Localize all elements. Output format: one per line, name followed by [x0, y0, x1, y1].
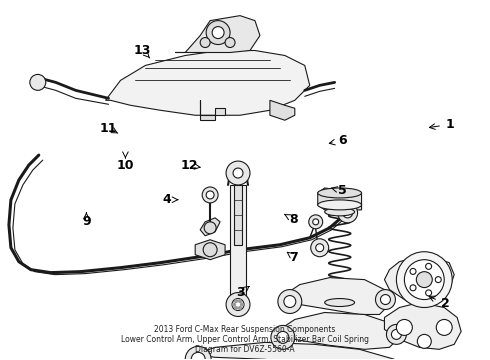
Circle shape — [392, 329, 401, 339]
Circle shape — [235, 300, 238, 302]
Circle shape — [387, 324, 406, 345]
Text: 13: 13 — [134, 44, 151, 57]
Circle shape — [309, 215, 323, 229]
Circle shape — [204, 222, 216, 234]
Polygon shape — [318, 188, 362, 210]
Circle shape — [380, 294, 391, 305]
Circle shape — [435, 276, 441, 283]
Ellipse shape — [325, 208, 355, 216]
Text: 2013 Ford C-Max Rear Suspension Components
Lower Control Arm, Upper Control Arm,: 2013 Ford C-Max Rear Suspension Componen… — [121, 324, 369, 354]
Circle shape — [241, 303, 244, 306]
Circle shape — [200, 37, 210, 48]
Circle shape — [191, 352, 205, 360]
Polygon shape — [385, 258, 454, 305]
Circle shape — [235, 306, 238, 310]
Polygon shape — [234, 185, 242, 245]
Text: 1: 1 — [445, 118, 454, 131]
Circle shape — [232, 298, 244, 310]
Circle shape — [284, 296, 296, 307]
Polygon shape — [195, 342, 394, 360]
Circle shape — [225, 37, 235, 48]
Text: 11: 11 — [99, 122, 117, 135]
Circle shape — [410, 285, 416, 291]
Circle shape — [271, 325, 295, 349]
Polygon shape — [270, 100, 295, 120]
Polygon shape — [200, 218, 220, 236]
Circle shape — [278, 289, 302, 314]
Circle shape — [436, 319, 452, 336]
Ellipse shape — [318, 200, 362, 210]
Ellipse shape — [325, 298, 355, 306]
Text: 9: 9 — [82, 215, 91, 228]
Circle shape — [239, 300, 242, 302]
Circle shape — [30, 75, 46, 90]
Circle shape — [203, 243, 217, 257]
Ellipse shape — [318, 188, 362, 198]
Text: 10: 10 — [117, 159, 134, 172]
Circle shape — [343, 208, 353, 218]
Circle shape — [416, 272, 432, 288]
Circle shape — [206, 191, 214, 199]
Text: 8: 8 — [290, 213, 298, 226]
Circle shape — [426, 264, 432, 269]
Circle shape — [316, 244, 324, 252]
Text: 7: 7 — [290, 251, 298, 264]
Polygon shape — [385, 302, 461, 349]
Circle shape — [338, 203, 358, 223]
Text: 3: 3 — [236, 287, 245, 300]
Text: 12: 12 — [180, 159, 197, 172]
Text: 6: 6 — [338, 134, 347, 147]
Circle shape — [311, 239, 329, 257]
Polygon shape — [105, 50, 310, 115]
Circle shape — [313, 219, 318, 225]
Circle shape — [185, 346, 211, 360]
Circle shape — [206, 21, 230, 45]
Text: 2: 2 — [441, 297, 449, 310]
Circle shape — [375, 289, 395, 310]
Circle shape — [396, 252, 452, 307]
Polygon shape — [175, 15, 260, 53]
Polygon shape — [285, 278, 390, 315]
Polygon shape — [195, 240, 225, 260]
Circle shape — [239, 306, 242, 310]
Polygon shape — [200, 100, 225, 120]
Circle shape — [212, 27, 224, 39]
Polygon shape — [278, 312, 399, 349]
Circle shape — [410, 269, 416, 274]
Circle shape — [226, 293, 250, 316]
Circle shape — [417, 334, 431, 348]
Circle shape — [404, 260, 444, 300]
Text: 5: 5 — [338, 184, 347, 197]
Circle shape — [396, 319, 413, 336]
Polygon shape — [230, 185, 246, 300]
Circle shape — [233, 303, 236, 306]
Circle shape — [426, 290, 432, 296]
Circle shape — [277, 332, 289, 343]
Circle shape — [233, 168, 243, 178]
Circle shape — [202, 187, 218, 203]
Circle shape — [226, 161, 250, 185]
Text: 4: 4 — [163, 193, 172, 206]
